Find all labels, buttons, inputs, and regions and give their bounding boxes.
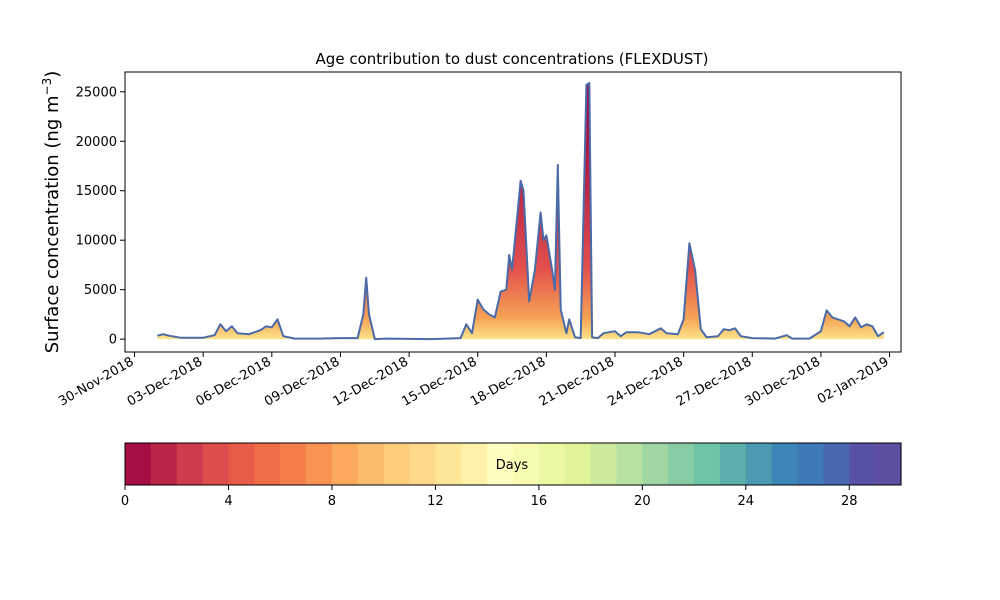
colorbar-swatch — [668, 443, 695, 485]
colorbar: Days 0 4 8 12 16 20 24 28 — [121, 442, 902, 509]
total-concentration-line — [157, 81, 885, 341]
colorbar-swatch — [487, 443, 514, 485]
x-tick-label: 30-Nov-2018 — [56, 354, 136, 409]
colorbar-swatch — [797, 443, 824, 485]
y-axis-label-main: Surface concentration (ng m — [42, 95, 63, 353]
colorbar-swatch — [719, 443, 747, 485]
colorbar-swatch — [849, 443, 876, 485]
y-axis-ticks: 0 5000 10000 15000 20000 25000 — [76, 85, 125, 348]
x-tick-label: 09-Dec-2018 — [262, 354, 342, 409]
colorbar-swatch — [357, 443, 385, 485]
colorbar-swatch — [513, 443, 540, 485]
colorbar-swatch — [125, 443, 152, 485]
x-tick-label: 21-Dec-2018 — [537, 354, 617, 409]
y-tick-label: 20000 — [76, 135, 117, 150]
colorbar-ticks: 0 4 8 12 16 20 24 28 — [121, 485, 858, 509]
x-tick-label: 12-Dec-2018 — [331, 354, 411, 409]
x-axis-ticks: 30-Nov-201803-Dec-201806-Dec-201809-Dec-… — [56, 352, 892, 410]
colorbar-label: Days — [496, 458, 529, 473]
y-tick-label: 0 — [109, 333, 117, 348]
x-tick-label: 18-Dec-2018 — [468, 354, 548, 409]
x-tick-label: 15-Dec-2018 — [399, 354, 479, 409]
colorbar-swatches — [125, 443, 902, 485]
colorbar-swatch — [590, 443, 618, 485]
colorbar-tick-label: 28 — [841, 494, 858, 509]
colorbar-swatch — [564, 443, 592, 485]
colorbar-swatch — [694, 443, 721, 485]
colorbar-swatch — [150, 443, 178, 485]
y-tick-label: 5000 — [84, 283, 117, 298]
colorbar-swatch — [538, 443, 566, 485]
x-tick-label: 30-Dec-2018 — [743, 354, 823, 409]
colorbar-tick-label: 0 — [121, 494, 129, 509]
age-contribution-area — [157, 82, 884, 340]
colorbar-swatch — [383, 443, 411, 485]
y-axis-label-close: ) — [42, 71, 63, 78]
y-axis-label: Surface concentration (ng m−3) — [40, 71, 63, 354]
colorbar-frame — [124, 442, 902, 486]
colorbar-swatch — [616, 443, 643, 485]
colorbar-swatch — [642, 443, 669, 485]
colorbar-swatch — [409, 443, 436, 485]
colorbar-swatch — [176, 443, 204, 485]
colorbar-swatch — [228, 443, 255, 485]
colorbar-tick-label: 8 — [328, 494, 336, 509]
colorbar-tick-label: 24 — [738, 494, 755, 509]
plot-frame — [124, 71, 902, 353]
y-tick-label: 15000 — [76, 184, 117, 199]
plot-area — [157, 81, 885, 341]
colorbar-swatch — [202, 443, 230, 485]
colorbar-swatch — [306, 443, 333, 485]
colorbar-swatch — [331, 443, 359, 485]
colorbar-swatch — [461, 443, 488, 485]
x-tick-label: 27-Dec-2018 — [674, 354, 754, 409]
x-tick-label: 03-Dec-2018 — [125, 354, 205, 409]
y-tick-label: 25000 — [76, 85, 117, 100]
colorbar-swatch — [745, 443, 773, 485]
y-tick-label: 10000 — [76, 234, 117, 249]
x-tick-label: 06-Dec-2018 — [193, 354, 273, 409]
colorbar-swatch — [435, 443, 462, 485]
colorbar-tick-label: 12 — [427, 494, 444, 509]
chart-title: Age contribution to dust concentrations … — [316, 50, 709, 68]
colorbar-swatch — [875, 443, 902, 485]
colorbar-tick-label: 20 — [634, 494, 651, 509]
y-axis-label-unit-exponent: −3 — [40, 78, 54, 96]
colorbar-swatch — [280, 443, 307, 485]
x-tick-label: 24-Dec-2018 — [605, 354, 685, 409]
colorbar-tick-label: 4 — [224, 494, 232, 509]
x-tick-label: 02-Jan-2019 — [815, 354, 892, 407]
colorbar-tick-label: 16 — [531, 494, 548, 509]
colorbar-swatch — [823, 443, 850, 485]
colorbar-swatch — [254, 443, 281, 485]
colorbar-swatch — [771, 443, 799, 485]
